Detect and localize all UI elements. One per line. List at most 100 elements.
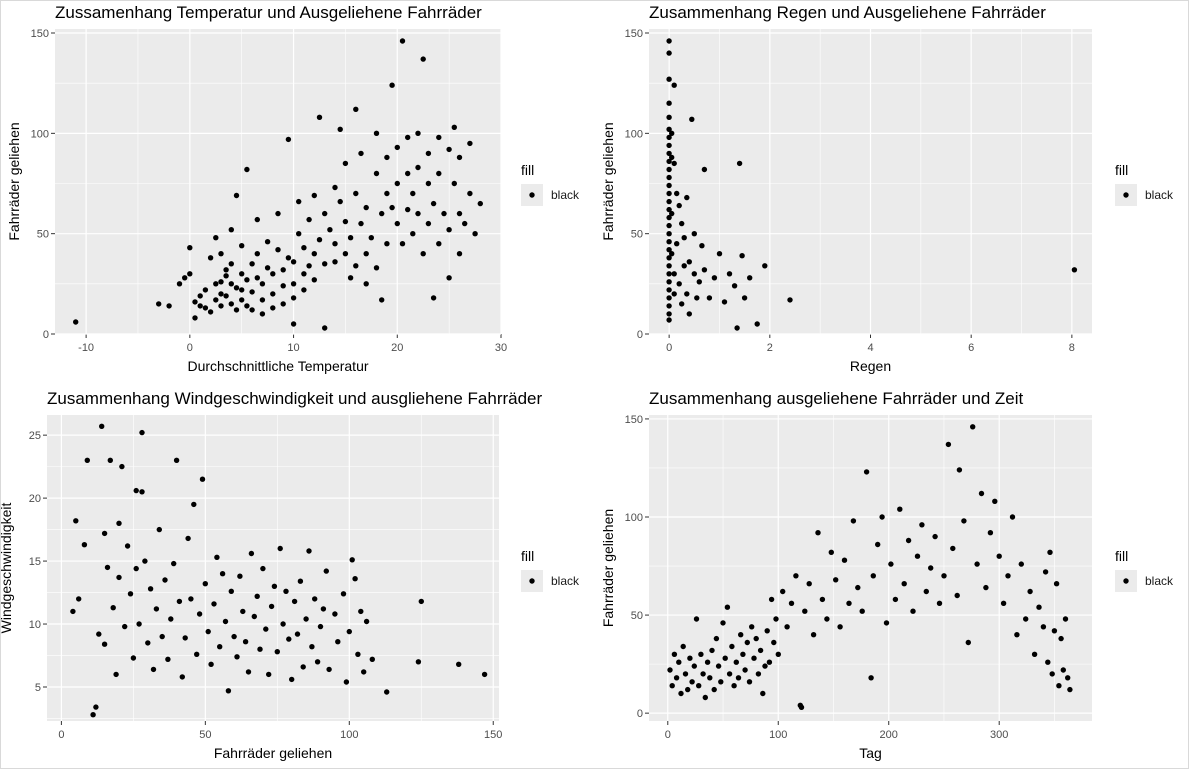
chart-title: Zusammenhang ausgeliehene Fahrräder und … bbox=[649, 389, 1024, 408]
data-point bbox=[239, 243, 245, 249]
data-point bbox=[698, 651, 704, 657]
data-point bbox=[824, 616, 830, 622]
chart-title: Zusammenhang Regen und Ausgeliehene Fahr… bbox=[649, 3, 1046, 22]
data-point bbox=[970, 424, 976, 430]
chart-panel-2: 0 2 4 6 8 0 50 100 150 Zusammenhang Regen und Aus… bbox=[600, 3, 1174, 374]
data-point bbox=[868, 675, 874, 681]
data-point bbox=[379, 297, 385, 303]
data-point bbox=[762, 663, 768, 669]
data-point bbox=[436, 241, 442, 247]
data-point bbox=[239, 297, 245, 303]
data-point bbox=[425, 220, 432, 227]
data-point bbox=[192, 299, 198, 305]
data-point bbox=[666, 198, 672, 205]
data-point bbox=[666, 263, 672, 269]
data-point bbox=[254, 593, 260, 599]
data-point bbox=[666, 126, 672, 132]
data-point bbox=[793, 573, 799, 579]
data-point bbox=[666, 239, 672, 245]
data-point bbox=[240, 608, 246, 615]
chart-panel-4: 0 100 200 300 0 50 100 150 Zusammenhang ausgelie… bbox=[600, 389, 1174, 761]
data-point bbox=[179, 674, 185, 680]
data-point bbox=[159, 633, 165, 640]
x-tick-label: 100 bbox=[340, 729, 358, 741]
data-point bbox=[436, 170, 442, 177]
data-point bbox=[735, 675, 742, 681]
data-point bbox=[666, 271, 672, 277]
x-tick-label: 100 bbox=[769, 729, 787, 741]
y-tick-label: 150 bbox=[625, 414, 643, 426]
data-point bbox=[1014, 632, 1020, 638]
data-point bbox=[196, 611, 203, 617]
data-point bbox=[724, 604, 731, 610]
data-point bbox=[228, 261, 234, 267]
data-point bbox=[119, 463, 125, 470]
legend-point-icon bbox=[1123, 192, 1129, 198]
data-point bbox=[722, 655, 728, 661]
data-point bbox=[425, 150, 432, 157]
x-tick-label: 30 bbox=[495, 342, 507, 354]
data-point bbox=[291, 598, 298, 605]
data-point bbox=[320, 606, 327, 612]
y-axis-title: Fahrräder geliehen bbox=[600, 122, 616, 240]
data-point bbox=[1042, 569, 1049, 575]
data-point bbox=[850, 518, 857, 524]
data-point bbox=[358, 220, 364, 227]
x-tick-label: 300 bbox=[990, 729, 1008, 741]
data-point bbox=[704, 659, 711, 665]
data-point bbox=[136, 621, 142, 627]
data-point bbox=[666, 214, 672, 221]
data-point bbox=[289, 676, 295, 683]
x-axis-title: Regen bbox=[850, 358, 891, 374]
y-axis-title: Fahrräder geliehen bbox=[6, 122, 22, 240]
y-tick-label: 5 bbox=[35, 682, 41, 694]
data-point bbox=[666, 174, 672, 181]
data-point bbox=[1051, 628, 1058, 634]
data-point bbox=[347, 275, 354, 281]
data-point bbox=[187, 271, 193, 277]
legend-title: fill bbox=[1115, 548, 1128, 564]
data-point bbox=[384, 241, 390, 247]
data-point bbox=[780, 588, 786, 595]
data-point bbox=[950, 545, 956, 552]
data-point bbox=[430, 295, 437, 301]
data-point bbox=[311, 192, 317, 199]
data-point bbox=[314, 659, 321, 665]
data-point bbox=[784, 624, 790, 630]
data-point bbox=[73, 518, 79, 524]
data-point bbox=[669, 683, 675, 689]
data-point bbox=[757, 647, 764, 654]
data-point bbox=[1022, 616, 1029, 622]
data-point bbox=[358, 150, 364, 157]
data-point bbox=[676, 202, 682, 209]
data-point bbox=[337, 198, 343, 205]
data-point bbox=[481, 671, 488, 678]
data-point bbox=[153, 606, 160, 612]
x-axis-title: Tag bbox=[859, 745, 882, 761]
data-point bbox=[742, 667, 748, 673]
data-point bbox=[941, 573, 947, 579]
data-point bbox=[768, 596, 775, 603]
data-point bbox=[384, 190, 390, 197]
data-point bbox=[671, 291, 677, 297]
data-point bbox=[441, 210, 447, 217]
data-point bbox=[332, 611, 338, 617]
data-point bbox=[467, 190, 473, 197]
x-tick-label: 0 bbox=[666, 342, 672, 354]
data-point bbox=[346, 628, 352, 635]
data-point bbox=[322, 210, 328, 217]
data-point bbox=[1036, 604, 1042, 610]
data-point bbox=[462, 220, 468, 227]
data-point bbox=[358, 608, 364, 615]
y-tick-label: 150 bbox=[31, 28, 49, 40]
data-point bbox=[176, 281, 183, 287]
data-point bbox=[139, 429, 145, 436]
data-point bbox=[733, 659, 739, 665]
data-point bbox=[666, 50, 672, 56]
data-point bbox=[855, 584, 861, 591]
data-point bbox=[192, 315, 198, 321]
data-point bbox=[113, 671, 119, 678]
data-point bbox=[217, 644, 223, 650]
data-point bbox=[1018, 561, 1024, 567]
data-point bbox=[280, 301, 286, 307]
